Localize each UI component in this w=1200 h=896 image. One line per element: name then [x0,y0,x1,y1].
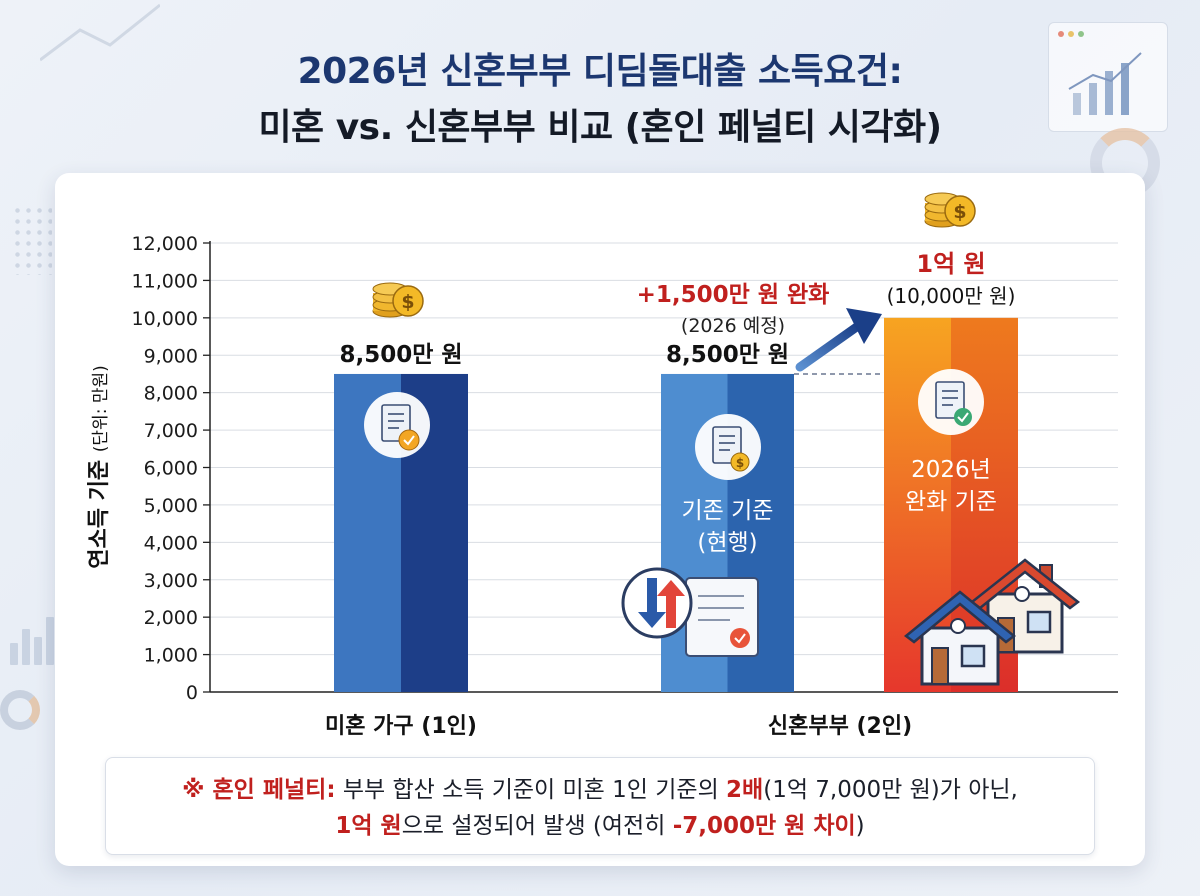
document-check-icon [364,392,430,458]
bar-inner-label: 기존 기준 [682,498,774,524]
y-tick-label: 4,000 [144,532,198,554]
y-tick-label: 3,000 [144,570,198,592]
note-text-2: (1억 7,000만 원)가 아닌, [763,777,1018,803]
bar-value-label: 8,500만 원 [339,342,462,368]
svg-text:$: $ [401,291,414,313]
increase-arrow-head [846,308,882,344]
background-line-icon [40,3,160,62]
y-tick-label: 2,000 [144,607,198,629]
y-tick-label: 9,000 [144,345,198,367]
x-category-label: 신혼부부 (2인) [768,714,912,739]
bar-inner-label: 완화 기준 [905,489,997,515]
note-text-3: 으로 설정되어 발생 (여전히 [401,813,673,839]
y-tick-label: 5,000 [144,495,198,517]
y-axis-label: 연소득 기준 (단위: 만원) [87,365,112,569]
new-limit-note: (10,000만 원) [887,284,1016,308]
income-exchange-document-icon [621,567,759,657]
background-donut-icon [0,690,40,730]
page-title: 2026년 신혼부부 디딤돌대출 소득요건: [297,51,903,92]
y-tick-label: 6,000 [144,458,198,480]
x-category-label: 미혼 가구 (1인) [325,714,477,739]
bar-value-label: 8,500만 원 [666,342,789,368]
background-bars-icon [10,610,55,665]
coins-icon: $ [924,192,976,228]
marriage-penalty-note: ※ 혼인 페널티: 부부 합산 소득 기준이 미혼 1인 기준의 2배(1억 7… [105,757,1095,855]
note-highlight-double: 2배 [726,777,764,803]
houses-icon [903,558,1081,686]
y-tick-label: 12,000 [132,233,198,255]
increase-note: (2026 예정) [681,315,785,337]
bar-inner-label: (현행) [697,530,757,556]
background-dashboard-icon [1048,22,1168,132]
document-coin-icon: $ [695,414,761,480]
y-tick-label: 10,000 [132,308,198,330]
note-highlight-limit: 1억 원 [335,813,402,839]
note-prefix: ※ 혼인 페널티: [182,777,336,803]
note-highlight-gap: -7,000만 원 차이 [672,813,856,839]
coins-icon: $ [372,282,424,318]
document-check-icon [918,369,984,435]
page-subtitle: 미혼 vs. 신혼부부 비교 (혼인 페널티 시각화) [258,107,942,148]
y-tick-label: 7,000 [144,420,198,442]
background-dots [12,205,52,275]
increase-annotation: +1,500만 원 완화 [637,282,830,308]
new-limit-annotation: 1억 원 [916,250,985,278]
y-tick-label: 8,000 [144,383,198,405]
bar-inner-label: 2026년 [911,457,991,483]
increase-arrow [795,321,863,372]
y-tick-label: 0 [186,682,198,704]
y-tick-label: 1,000 [144,645,198,667]
note-text-1: 부부 합산 소득 기준이 미혼 1인 기준의 [335,777,727,803]
svg-text:$: $ [736,456,744,470]
svg-text:$: $ [953,201,966,223]
y-tick-label: 11,000 [132,270,198,292]
note-text-4: ) [855,813,865,839]
